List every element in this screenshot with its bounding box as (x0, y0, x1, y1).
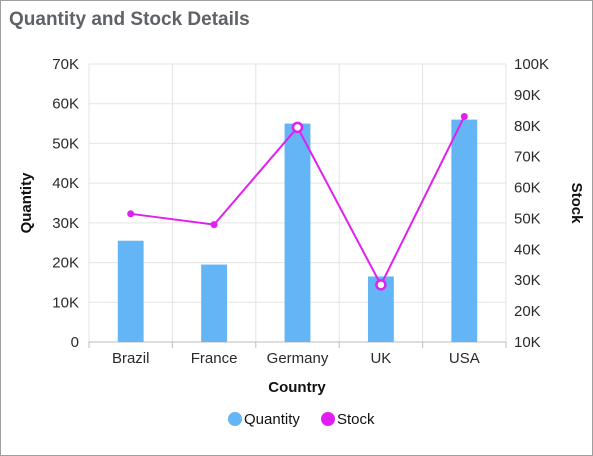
x-tick-label: Brazil (112, 350, 150, 367)
bar-quantity-usa (451, 119, 478, 342)
y2-tick-label: 60K (514, 180, 541, 197)
y-tick-label: 40K (52, 175, 79, 192)
y2-tick-label: 10K (514, 334, 541, 351)
y2-tick-label: 40K (514, 241, 541, 258)
x-tick-label: Germany (267, 350, 329, 367)
y2-tick-label: 90K (514, 87, 541, 104)
y-tick-label: 70K (52, 56, 79, 73)
y2-tick-label: 70K (514, 149, 541, 166)
y-tick-label: 20K (52, 255, 79, 272)
y2-tick-label: 80K (514, 118, 541, 135)
y-tick-label: 10K (52, 294, 79, 311)
x-axis-title: Country (268, 379, 326, 396)
point-stock-brazil (127, 210, 135, 218)
point-stock-france (210, 221, 218, 229)
bar-quantity-germany (284, 123, 311, 342)
x-tick-label: UK (370, 350, 391, 367)
chart-title: Quantity and Stock Details (9, 9, 250, 30)
y2-axis-title: Stock (568, 183, 585, 225)
y-tick-label: 0 (71, 334, 79, 351)
y-tick-label: 30K (52, 215, 79, 232)
legend-marker-stock (321, 412, 335, 426)
y-tick-label: 50K (52, 135, 79, 152)
y2-tick-label: 20K (514, 303, 541, 320)
point-stock-usa (460, 113, 468, 121)
legend-label-stock: Stock (337, 411, 375, 428)
bar-quantity-france (201, 264, 228, 342)
bar-quantity-brazil (117, 240, 144, 342)
point-stock-uk (375, 279, 387, 291)
y-axis-title: Quantity (18, 172, 35, 233)
y2-tick-label: 50K (514, 210, 541, 227)
y-tick-label: 60K (52, 96, 79, 113)
y2-tick-label: 100K (514, 56, 549, 73)
point-stock-germany (291, 121, 304, 134)
x-tick-label: USA (449, 350, 480, 367)
x-tick-label: France (191, 350, 238, 367)
legend-label-quantity: Quantity (244, 411, 300, 428)
y2-tick-label: 30K (514, 272, 541, 289)
legend-marker-quantity (228, 412, 242, 426)
